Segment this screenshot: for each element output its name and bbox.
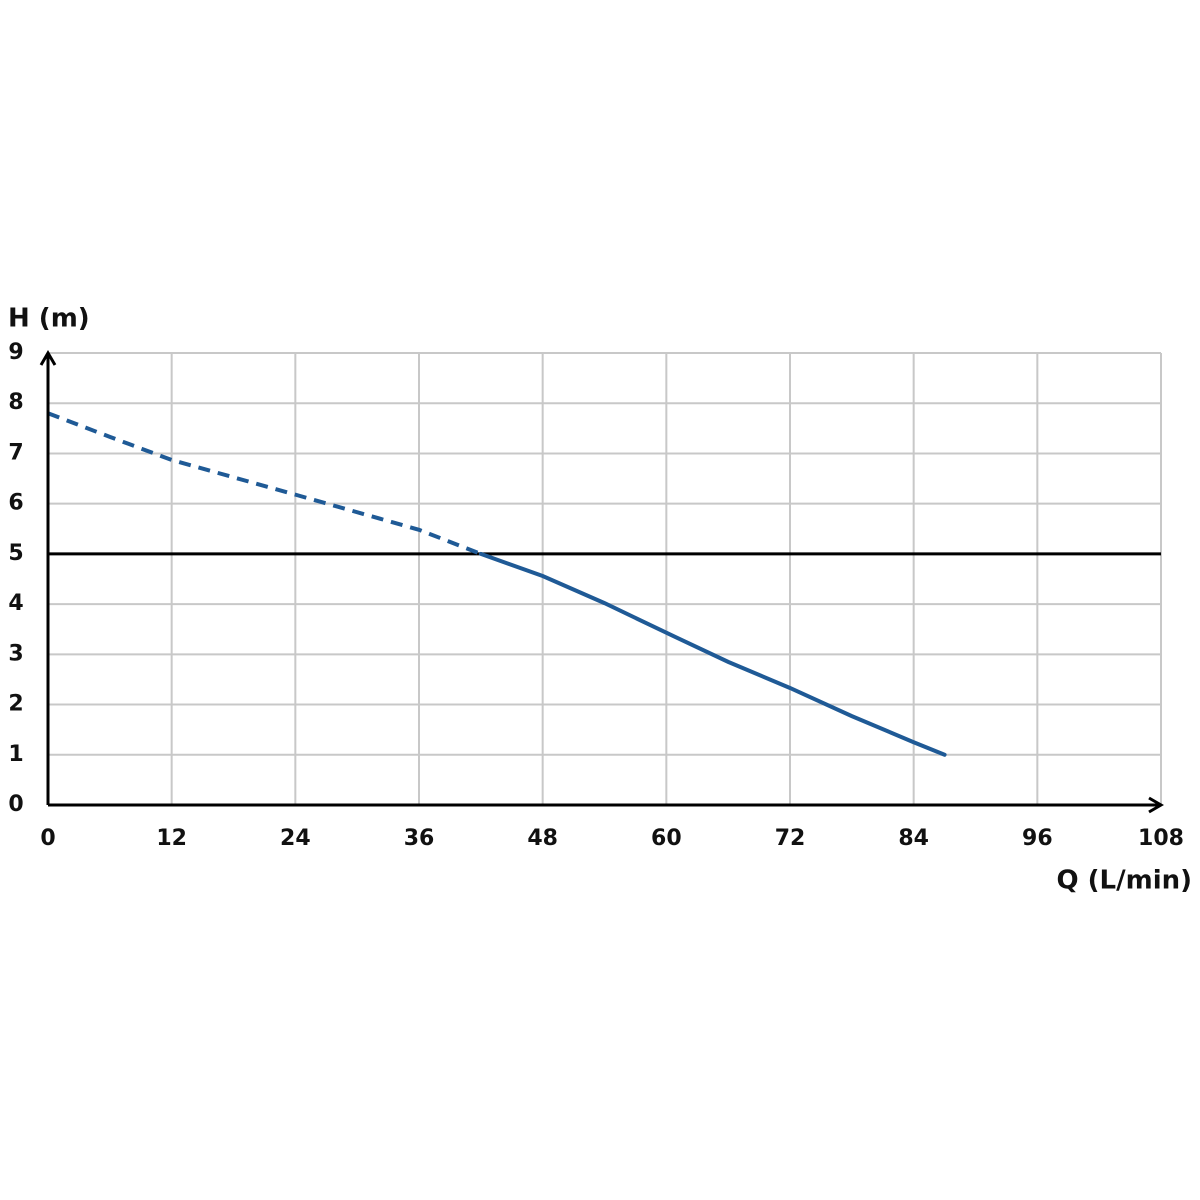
x-tick-label: 24: [280, 826, 311, 851]
x-tick-label: 84: [898, 826, 929, 851]
y-tick-label: 6: [8, 491, 23, 516]
curve: [478, 551, 947, 757]
y-axis-arrow: [39, 350, 57, 366]
y-tick-label: 0: [8, 792, 23, 817]
y-tick-label: 1: [8, 742, 23, 767]
y-tick-label: 3: [8, 641, 23, 666]
y-tick-label: 7: [8, 440, 23, 465]
x-tick-label: 36: [404, 826, 435, 851]
x-axis-arrow: [1148, 796, 1164, 814]
y-tick-label: 9: [8, 340, 23, 365]
x-tick-label: 72: [775, 826, 806, 851]
y-tick-label: 8: [8, 390, 23, 415]
y-tick-label: 4: [8, 591, 23, 616]
curve: [47, 411, 482, 556]
x-tick-label: 12: [156, 826, 187, 851]
y-axis-label: H (m): [8, 304, 90, 334]
x-tick-label: 96: [1022, 826, 1053, 851]
x-axis-label: Q (L/min): [1057, 866, 1193, 896]
x-tick-label: 108: [1138, 826, 1184, 851]
y-tick-label: 5: [8, 541, 23, 566]
x-tick-label: 60: [651, 826, 682, 851]
x-tick-label: 48: [527, 826, 558, 851]
x-tick-label: 0: [40, 826, 55, 851]
y-tick-label: 2: [8, 692, 23, 717]
